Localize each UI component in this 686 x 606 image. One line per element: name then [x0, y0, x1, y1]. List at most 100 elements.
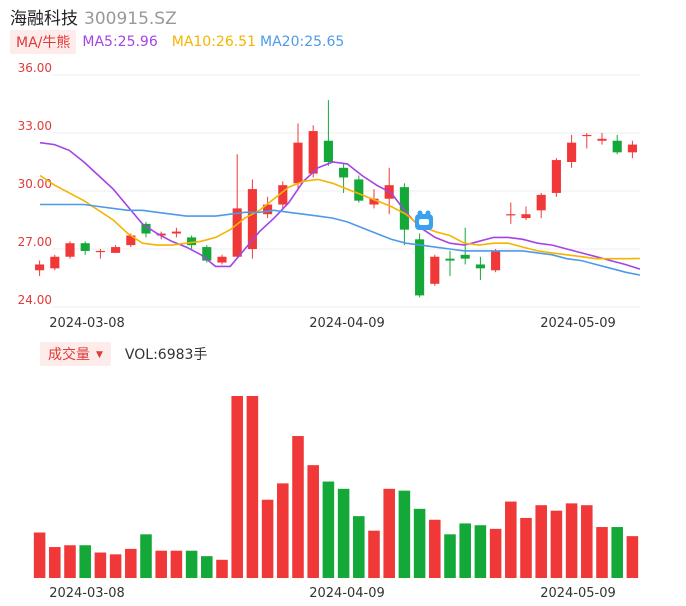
volume-bar [33, 532, 46, 578]
x-tick-label: 2024-03-08 [49, 586, 125, 601]
volume-x-axis: 2024-03-08 2024-04-09 2024-05-09 [49, 586, 616, 601]
volume-bar [596, 527, 608, 578]
volume-bar [337, 488, 350, 578]
volume-bar [246, 396, 259, 578]
ma10-value: MA10:26.51 [171, 34, 257, 50]
candle-body [551, 160, 561, 193]
ma-indicator-tag[interactable]: MA/牛熊 [10, 30, 77, 54]
candle-body [80, 243, 90, 251]
volume-bar [565, 503, 578, 578]
volume-bar [170, 550, 183, 578]
candle-body [278, 185, 288, 205]
volume-bar [79, 545, 91, 578]
y-tick-label: 24.00 [18, 293, 52, 307]
volume-bar [474, 525, 487, 578]
candle-body [430, 256, 440, 284]
ma10-line [39, 174, 641, 260]
candle-body [263, 204, 273, 215]
volume-bar [353, 516, 365, 578]
volume-bar [611, 527, 623, 578]
candle-body [369, 198, 379, 205]
volume-bar [292, 436, 304, 578]
stock-name: 海融科技 [10, 9, 78, 29]
y-tick-label: 36.00 [18, 61, 52, 75]
candle-body [202, 247, 212, 261]
volume-bar [535, 505, 547, 578]
volume-indicator-tag[interactable]: 成交量 ▼ [40, 342, 111, 366]
caret-down-icon: ▼ [96, 350, 103, 360]
price-grid [52, 74, 640, 308]
candle-body [247, 189, 257, 249]
event-marker-icon[interactable] [415, 210, 433, 231]
ma-lines [39, 141, 641, 276]
volume-bar [155, 550, 167, 578]
volume-legend: 成交量 ▼ VOL:6983手 [40, 342, 207, 366]
candle-body [126, 235, 136, 246]
y-tick-label: 27.00 [18, 235, 52, 249]
y-tick-label: 30.00 [18, 177, 52, 191]
candle-body [339, 167, 349, 178]
candle-body [293, 142, 303, 184]
price-x-axis: 2024-03-08 2024-04-09 2024-05-09 [49, 316, 616, 331]
x-tick-label: 2024-03-08 [49, 316, 125, 331]
candle-body [232, 208, 242, 257]
candle-body [475, 264, 485, 269]
candle-body [399, 187, 409, 230]
volume-bar [520, 517, 532, 578]
candle-body [582, 134, 592, 137]
candle-body [354, 179, 364, 201]
candle-body [445, 258, 455, 261]
candle-body [597, 138, 607, 141]
volume-bar [505, 501, 517, 578]
candle-body [627, 144, 637, 153]
volume-bar [413, 508, 426, 578]
candle-body [612, 140, 622, 153]
candle-body [506, 214, 516, 216]
volume-bar [201, 556, 213, 578]
candle-body [415, 239, 425, 296]
volume-bar [383, 488, 395, 578]
candle-body [460, 254, 470, 259]
candlestick-series [35, 100, 637, 298]
volume-bar [277, 483, 289, 578]
volume-bar [216, 559, 228, 578]
volume-bar [398, 490, 411, 578]
stock-code: 300915.SZ [84, 9, 177, 29]
candle-body [323, 140, 333, 162]
volume-bar [261, 499, 274, 578]
y-tick-label: 33.00 [18, 119, 52, 133]
candle-body [217, 256, 227, 263]
volume-bar [459, 523, 471, 578]
ma20-line [40, 203, 641, 276]
ma20-value: MA20:25.65 [260, 34, 345, 50]
candle-body [491, 250, 501, 271]
candle-body [95, 250, 105, 253]
candle-body [111, 247, 121, 253]
volume-bar [444, 534, 456, 578]
price-y-axis: 36.00 33.00 30.00 27.00 24.00 [18, 61, 52, 307]
volume-bar [550, 510, 563, 578]
volume-bar [64, 545, 76, 578]
stock-header: 海融科技 300915.SZ [10, 4, 177, 29]
volume-bars [33, 396, 639, 578]
volume-bar [307, 465, 319, 578]
candle-body [187, 237, 197, 246]
x-tick-label: 2024-04-09 [309, 586, 385, 601]
volume-bar [368, 530, 380, 578]
volume-bar [49, 547, 61, 578]
x-tick-label: 2024-05-09 [540, 586, 616, 601]
ma-legend: MA/牛熊 MA5:25.96 MA10:26.51 MA20:25.65 [10, 30, 344, 54]
volume-bar [322, 481, 335, 578]
candle-body [65, 243, 75, 257]
ma5-line [39, 141, 641, 270]
volume-tag-label: 成交量 [48, 347, 90, 363]
candle-body [536, 194, 546, 211]
candle-body [35, 264, 45, 271]
candle-body [308, 131, 318, 174]
candle-body [521, 214, 531, 219]
candle-body [171, 231, 181, 234]
volume-bar [94, 552, 107, 578]
x-tick-label: 2024-05-09 [540, 316, 616, 331]
candle-body [156, 233, 166, 236]
